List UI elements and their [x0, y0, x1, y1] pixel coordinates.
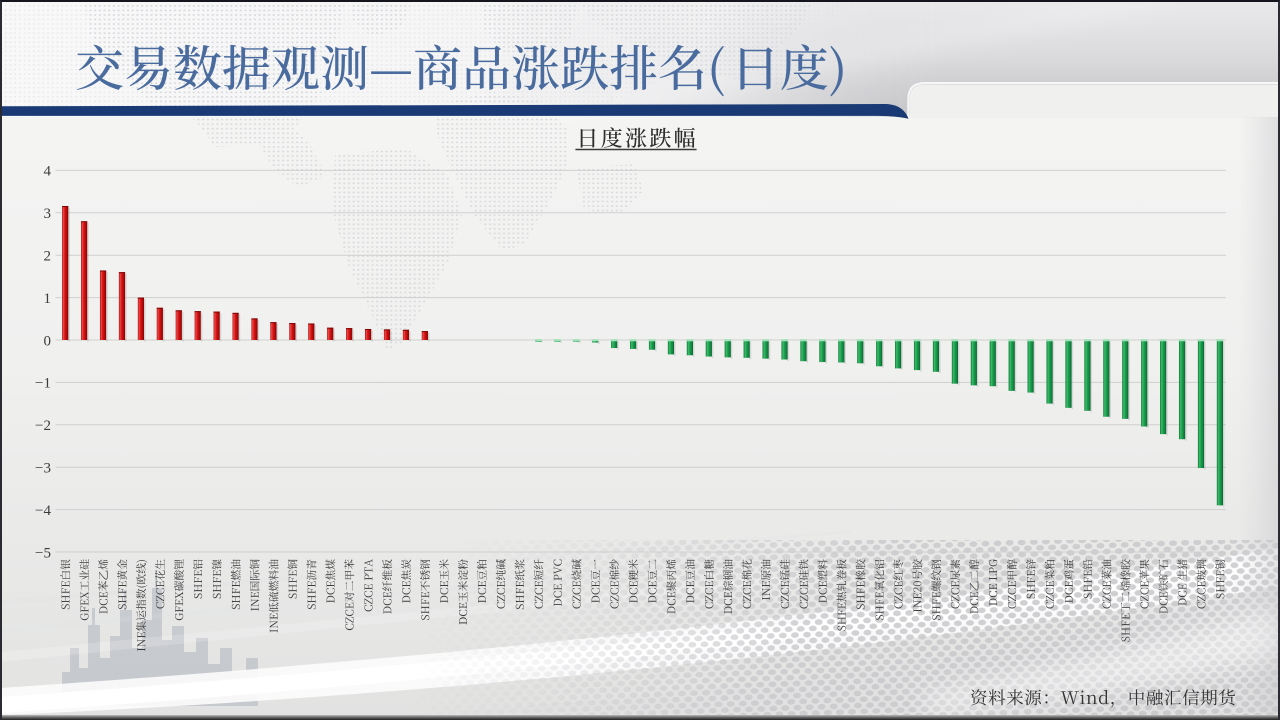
- svg-text:3: 3: [44, 206, 52, 222]
- svg-text:−2: −2: [35, 418, 51, 434]
- svg-text:1: 1: [44, 291, 52, 307]
- svg-text:−4: −4: [35, 503, 51, 519]
- svg-text:0: 0: [44, 333, 52, 349]
- svg-text:2: 2: [44, 249, 52, 265]
- svg-text:−1: −1: [35, 376, 51, 392]
- svg-text:−3: −3: [35, 461, 51, 477]
- svg-text:−5: −5: [35, 545, 51, 561]
- svg-text:4: 4: [44, 164, 52, 180]
